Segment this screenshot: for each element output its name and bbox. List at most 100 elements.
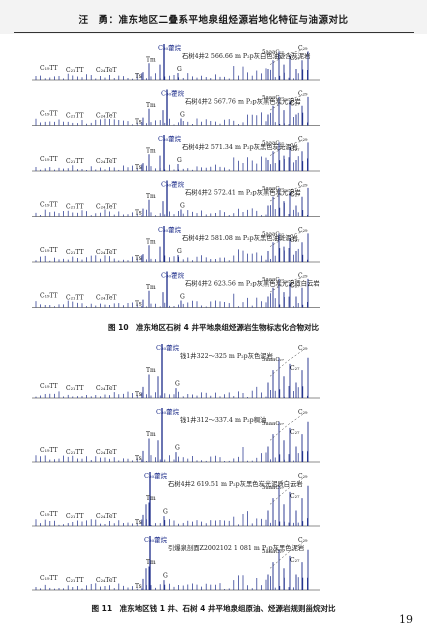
header-title: 汪 勇：准东地区二叠系平地泉组烃源岩地化特征与油源对比 xyxy=(78,15,349,26)
ts-label: Ts xyxy=(135,164,142,171)
page-number: 19 xyxy=(399,613,413,626)
c27-label: C₂₇ xyxy=(290,493,300,500)
c29-label: C₂₉ xyxy=(298,273,308,280)
gammacerane-label: G xyxy=(177,157,182,164)
sterane-guide xyxy=(269,413,304,441)
c24tet-label: C₂₄TeT xyxy=(96,513,117,520)
c29-label: C₂₉ xyxy=(298,227,308,234)
chromatogram-panel xyxy=(32,226,320,263)
sterane-label: 5aaaC₂₇ xyxy=(262,50,285,56)
c30-hopane-label: C₃₀藿烷 xyxy=(144,535,168,544)
sample-label: 石树4井2 581.08 m P₂p灰黑色油斑泥岩 xyxy=(182,233,298,242)
sample-label: 石树4井2 566.66 m P₂p灰白色油迹含灰泥岩 xyxy=(182,51,310,60)
chromatogram-panel xyxy=(32,536,320,591)
c21tt-label: C₂₁TT xyxy=(66,449,84,456)
c19tt-label: C₁₉TT xyxy=(40,202,58,209)
gammacerane-label: G xyxy=(180,112,185,119)
chromatogram-panel xyxy=(32,344,320,399)
chromatogram-panel xyxy=(32,89,320,126)
chromatogram-panel xyxy=(32,472,320,527)
c21tt-label: C₂₁TT xyxy=(66,577,84,584)
figure-10: C₃₀藿烷 石树4井2 566.66 m P₂p灰白色油迹含灰泥岩 Tm Ts G C₂₉… xyxy=(0,40,427,315)
c27-label: C₂₇ xyxy=(290,365,300,372)
c29-label: C₂₉ xyxy=(298,136,308,143)
sterane-label: 5aaaC₂₇ xyxy=(262,549,285,555)
c24tet-label: C₂₄TeT xyxy=(96,449,117,456)
c24tet-label: C₂₄TeT xyxy=(96,204,117,211)
c21tt-label: C₂₁TT xyxy=(66,113,84,120)
c24tet-label: C₂₄TeT xyxy=(96,249,117,256)
sterane-guide xyxy=(269,477,304,505)
tm-label: Tm xyxy=(146,148,156,155)
sterane-label: 5aaaC₂₇ xyxy=(262,421,285,427)
sample-label: 石树4井2 619.51 m P₂p灰黑色炭光泥质白云岩 xyxy=(168,479,303,488)
c19tt-label: C₁₉TT xyxy=(40,247,58,254)
ts-label: Ts xyxy=(135,583,142,590)
c21tt-label: C₂₁TT xyxy=(66,249,84,256)
c29-label: C₂₉ xyxy=(298,345,308,352)
ts-label: Ts xyxy=(135,301,142,308)
sterane-guide xyxy=(269,231,304,247)
c19tt-label: C₁₉TT xyxy=(40,511,58,518)
figure-10-caption: 图 10 准东地区石树 4 井平地泉组烃源岩生物标志化合物对比 xyxy=(108,323,319,332)
c30-hopane-label: C₃₀藿烷 xyxy=(158,225,182,234)
gammacerane-label: G xyxy=(177,248,182,255)
chromatogram-panel xyxy=(32,135,320,172)
c30-hopane-label: C₃₀藿烷 xyxy=(161,89,185,98)
c30-hopane-label: C₃₀藿烷 xyxy=(158,134,182,143)
sterane-label: 5aaaC₂₇ xyxy=(262,141,285,147)
ts-label: Ts xyxy=(135,519,142,526)
header-rule xyxy=(14,32,414,33)
ts-label: Ts xyxy=(135,73,142,80)
c19tt-label: C₁₉TT xyxy=(40,65,58,72)
gammacerane-label: G xyxy=(163,573,168,580)
c27-label: C₂₇ xyxy=(290,429,300,436)
c21tt-label: C₂₁TT xyxy=(66,385,84,392)
sample-label: 石树4井2 567.76 m P₂p灰黑色炭光泥岩 xyxy=(185,97,301,106)
c19tt-label: C₁₉TT xyxy=(40,383,58,390)
c27-label: C₂₇ xyxy=(290,146,300,153)
tm-label: Tm xyxy=(146,284,156,291)
c29-label: C₂₉ xyxy=(298,91,308,98)
c29-label: C₂₉ xyxy=(298,409,308,416)
c27-label: C₂₇ xyxy=(290,55,300,62)
figure-11: C₃₀藿烷 钱1井322～325 m P₂p灰色泥岩 Tm Ts G C₂₉ C₂₇ 5aaa… xyxy=(0,340,427,602)
gammacerane-label: G xyxy=(175,445,180,452)
c19tt-label: C₁₉TT xyxy=(40,447,58,454)
c27-label: C₂₇ xyxy=(290,192,300,199)
sterane-label: 5aaaC₂₇ xyxy=(262,232,285,238)
tm-label: Tm xyxy=(146,102,156,109)
c21tt-label: C₂₁TT xyxy=(66,158,84,165)
c30-hopane-label: C₃₀藿烷 xyxy=(161,271,185,280)
gammacerane-label: G xyxy=(180,203,185,210)
sample-label: 石树4井2 572.41 m P₂p灰黑色炭光泥岩 xyxy=(185,188,301,197)
c24tet-label: C₂₄TeT xyxy=(96,295,117,302)
c29-label: C₂₉ xyxy=(298,45,308,52)
gammacerane-label: G xyxy=(163,509,168,516)
c27-label: C₂₇ xyxy=(290,557,300,564)
ts-label: Ts xyxy=(135,391,142,398)
c24tet-label: C₂₄TeT xyxy=(96,385,117,392)
chromatogram-panel xyxy=(32,44,320,81)
c27-label: C₂₇ xyxy=(290,237,300,244)
c19tt-label: C₁₉TT xyxy=(40,293,58,300)
c24tet-label: C₂₄TeT xyxy=(96,67,117,74)
running-header: 汪 勇：准东地区二叠系平地泉组烃源岩地化特征与油源对比 xyxy=(0,0,427,34)
figure-11-caption: 图 11 准东地区钱 1 井、石树 4 井平地泉组原油、烃源岩规则甾烷对比 xyxy=(91,604,336,613)
c27-label: C₂₇ xyxy=(290,101,300,108)
tm-label: Tm xyxy=(146,431,156,438)
tm-label: Tm xyxy=(146,57,156,64)
sterane-label: 5aaaC₂₇ xyxy=(262,485,285,491)
gammacerane-label: G xyxy=(180,294,185,301)
sterane-label: 5aaaC₂₇ xyxy=(262,357,285,363)
c21tt-label: C₂₁TT xyxy=(66,513,84,520)
header-background xyxy=(0,0,427,34)
c24tet-label: C₂₄TeT xyxy=(96,158,117,165)
c30-hopane-label: C₃₀藿烷 xyxy=(158,43,182,52)
chromatogram-panel xyxy=(32,408,320,463)
ts-label: Ts xyxy=(135,255,142,262)
sterane-guide xyxy=(269,541,304,569)
chromatogram-panel xyxy=(32,180,320,217)
sterane-guide xyxy=(269,277,304,293)
c29-label: C₂₉ xyxy=(298,537,308,544)
